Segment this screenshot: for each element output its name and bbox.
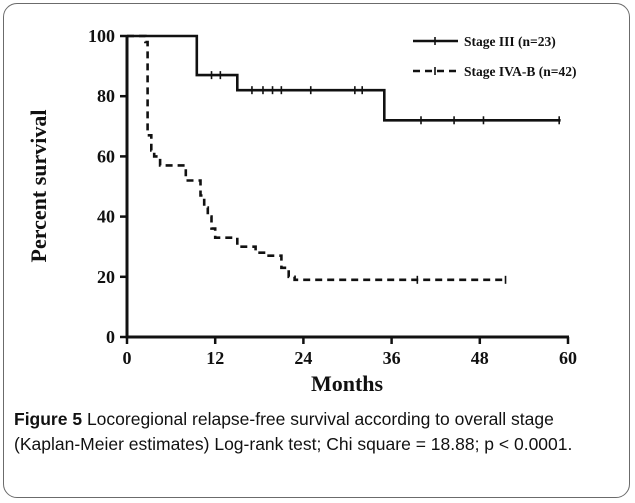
y-tick-label: 40 [97,207,115,227]
caption-text: Locoregional relapse-free survival accor… [14,409,573,454]
y-tick-label: 0 [106,327,115,347]
legend-label-1: Stage III (n=23) [464,34,556,49]
y-tick-label: 100 [88,26,115,46]
chart-legend: Stage III (n=23) Stage IVA-B (n=42) [413,34,576,79]
chart-series [127,34,561,284]
legend-label-2: Stage IVA-B (n=42) [464,64,576,79]
figure-frame [3,3,630,498]
x-axis-label: Months [311,371,384,396]
y-tick-label: 80 [97,86,115,106]
chart-ticks: 0 12 24 36 48 60 0 20 40 60 80 100 [88,26,577,368]
x-tick-label: 48 [471,348,489,368]
series-line-2 [127,34,506,282]
x-tick-label: 12 [206,348,224,368]
x-tick-label: 0 [123,348,132,368]
chart-axes [125,35,569,339]
x-tick-label: 60 [559,348,577,368]
x-tick-label: 36 [383,348,401,368]
y-tick-label: 60 [97,146,115,166]
x-tick-label: 24 [294,348,312,368]
km-chart: 0 12 24 36 48 60 0 20 40 60 80 100 Stage III (n=23)… [26,26,577,396]
series-line-1 [127,34,561,122]
y-axis-label: Percent survival [26,110,51,263]
figure-label: Figure 5 [14,409,83,429]
y-tick-label: 20 [97,267,115,287]
figure-caption: Figure 5 Locoregional relapse-free survi… [14,407,624,457]
